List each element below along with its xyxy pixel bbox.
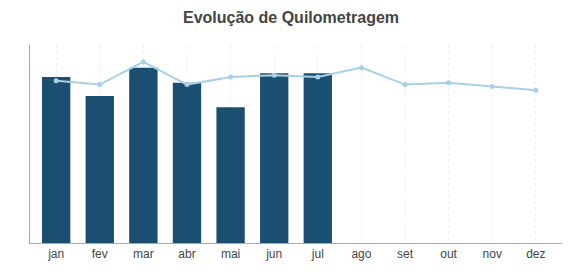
svg-text:fev: fev: [92, 247, 108, 261]
svg-text:jul: jul: [311, 247, 324, 261]
svg-text:set: set: [397, 247, 414, 261]
svg-text:nov: nov: [483, 247, 502, 261]
svg-text:abr: abr: [178, 247, 195, 261]
svg-text:ago: ago: [351, 247, 371, 261]
svg-text:jun: jun: [265, 247, 282, 261]
svg-text:mar: mar: [133, 247, 154, 261]
svg-text:jan: jan: [47, 247, 64, 261]
svg-text:out: out: [440, 247, 457, 261]
svg-text:dez: dez: [526, 247, 545, 261]
svg-text:Evolução de Quilometragem: Evolução de Quilometragem: [183, 9, 399, 26]
svg-text:mai: mai: [221, 247, 240, 261]
